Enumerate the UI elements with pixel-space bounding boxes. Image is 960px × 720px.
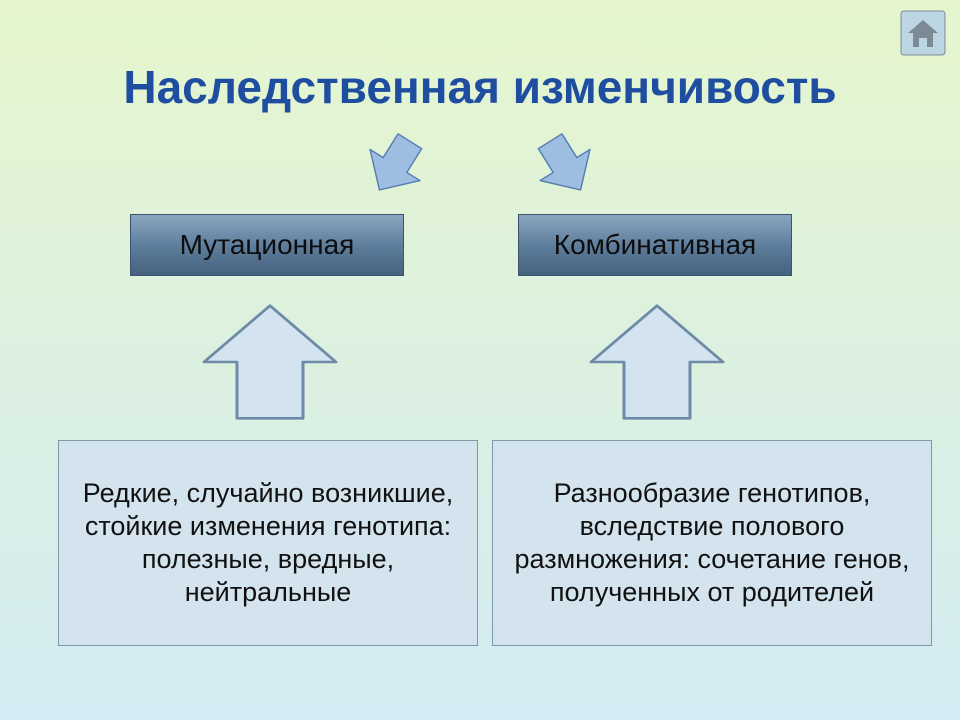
node-mutational-label: Мутационная	[180, 229, 355, 261]
node-mutational: Мутационная	[130, 214, 404, 276]
home-icon	[900, 10, 946, 56]
node-combinative-label: Комбинативная	[554, 229, 756, 261]
description-mutational-text: Редкие, случайно возникшие, стойкие изме…	[71, 477, 465, 609]
arrow-up-right	[582, 298, 732, 426]
arrow-down-right	[517, 117, 613, 213]
slide-root: Наследственная изменчивость Мутационная …	[0, 0, 960, 720]
home-button[interactable]	[900, 10, 946, 56]
description-mutational: Редкие, случайно возникшие, стойкие изме…	[58, 440, 478, 646]
description-combinative-text: Разнообразие генотипов, вследствие полов…	[505, 477, 919, 609]
page-title: Наследственная изменчивость	[0, 60, 960, 114]
arrow-down-left	[347, 117, 443, 213]
node-combinative: Комбинативная	[518, 214, 792, 276]
arrow-up-left	[195, 298, 345, 426]
description-combinative: Разнообразие генотипов, вследствие полов…	[492, 440, 932, 646]
